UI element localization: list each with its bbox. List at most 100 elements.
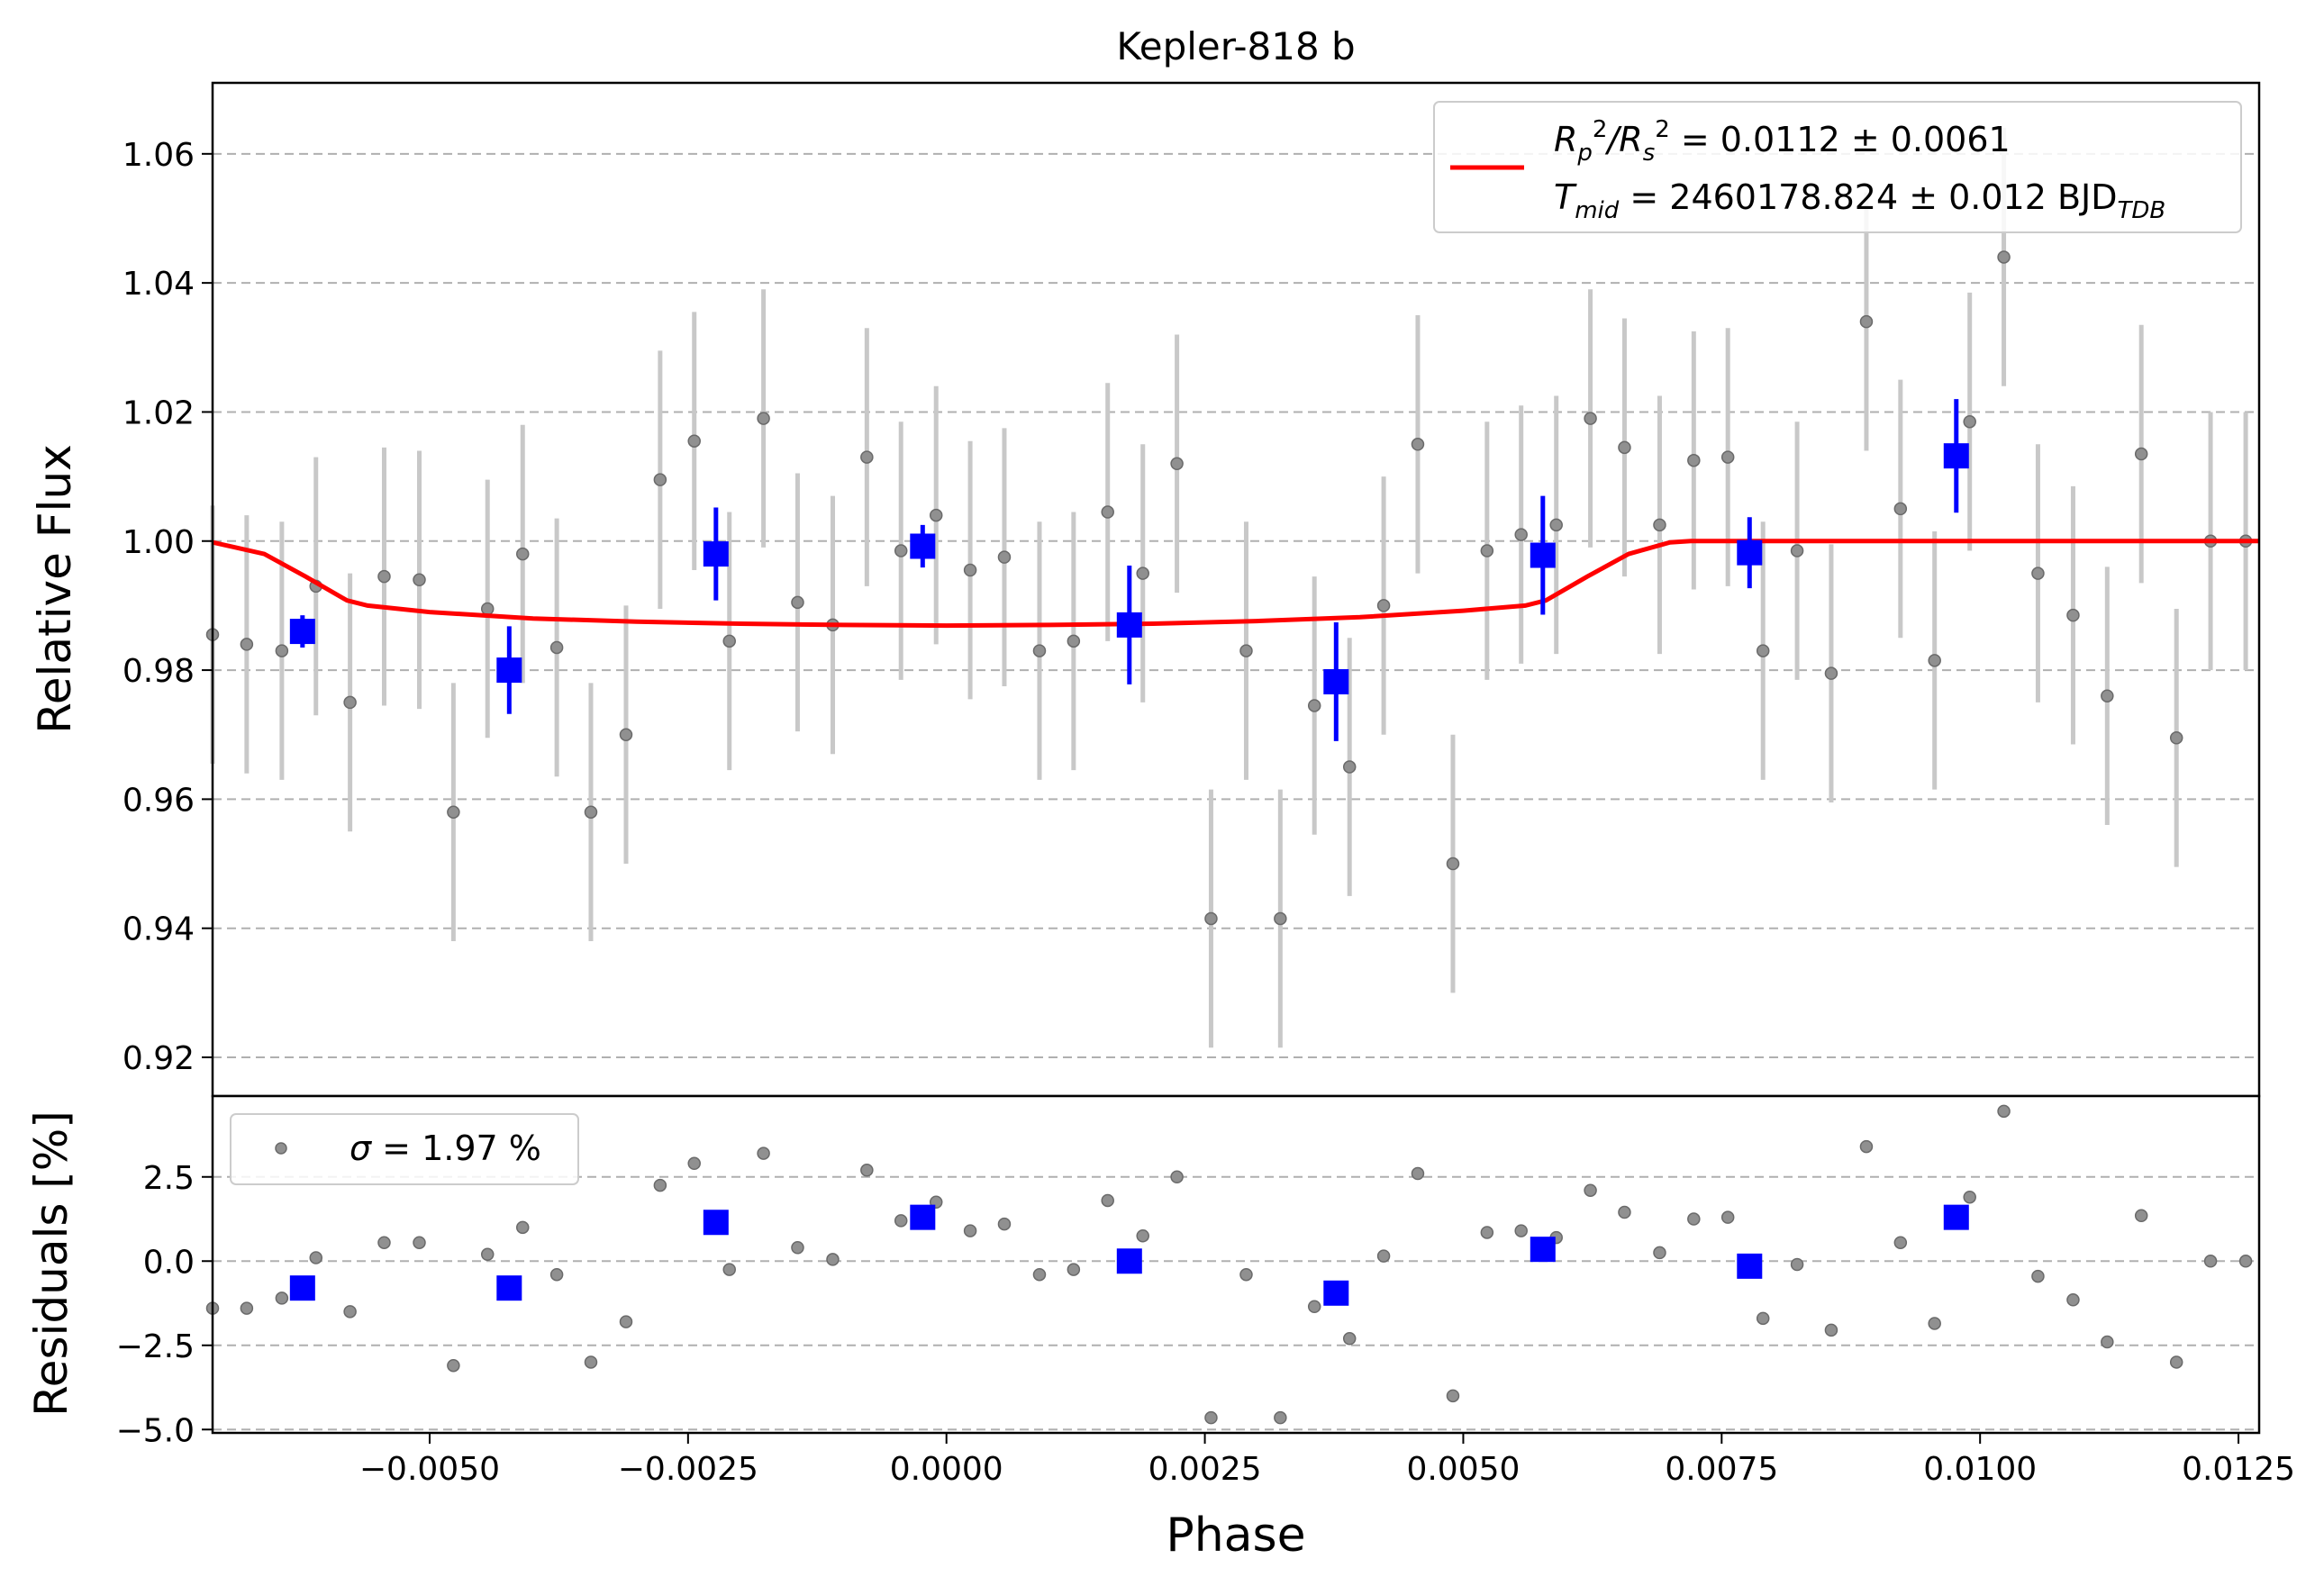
flux-raw-point: [722, 634, 736, 648]
flux-raw-point: [275, 644, 289, 657]
residuals-xticks: −0.0050 −0.0025 0.0000 0.0025 0.0050 0.0075 0.…: [359, 1433, 2295, 1488]
flux-binned-point: [1323, 668, 1349, 694]
flux-raw-point: [1618, 440, 1631, 455]
residuals-raw-point: [1204, 1410, 1218, 1425]
residuals-ytick-label: 2.5: [143, 1160, 195, 1197]
flux-raw-point: [1101, 505, 1114, 519]
flux-raw-point: [584, 805, 598, 819]
phase-xtick-label: 0.0000: [890, 1451, 1003, 1488]
residuals-raw-point: [2169, 1355, 2183, 1369]
flux-raw-point: [1687, 453, 1701, 467]
phase-xlabel: Phase: [1166, 1509, 1305, 1563]
residuals-ytick-label: −5.0: [116, 1412, 195, 1449]
flux-raw-point: [1274, 911, 1287, 926]
residuals-legend-box: [230, 1113, 579, 1185]
flux-raw-point: [1963, 414, 1976, 429]
flux-raw-point: [240, 638, 254, 651]
flux-raw-point: [1824, 666, 1838, 680]
flux-raw-point: [860, 450, 874, 464]
flux-raw-point: [1411, 438, 1425, 451]
flux-raw-point: [1307, 699, 1321, 712]
flux-raw-point: [963, 563, 977, 577]
flux-binned-point: [1737, 539, 1763, 566]
residuals-raw-point: [1136, 1228, 1149, 1243]
residuals-raw-point: [515, 1220, 530, 1235]
flux-raw-point: [1032, 644, 1047, 657]
residuals-raw-point: [240, 1301, 254, 1315]
flux-raw-point: [1480, 544, 1494, 557]
flux-binned-point: [1530, 542, 1556, 568]
residuals-raw-point: [1687, 1212, 1701, 1226]
phase-xtick-label: 0.0125: [2182, 1451, 2295, 1488]
residuals-raw-point: [2203, 1255, 2218, 1268]
phase-xtick-label: −0.0050: [359, 1451, 500, 1488]
flux-legend-line2: Tmid = 2460178.824 ± 0.012 BJDTDB: [1554, 177, 2165, 224]
residuals-legend-text: σ = 1.97 %: [350, 1128, 541, 1168]
residuals-raw-point: [1307, 1300, 1321, 1313]
residuals-raw-point: [1928, 1317, 1941, 1330]
flux-raw-point: [377, 569, 391, 584]
flux-legend-box: [1433, 101, 2242, 233]
residuals-legend: σ = 1.97 %: [230, 1113, 579, 1185]
residuals-raw-point: [1618, 1205, 1631, 1219]
flux-ytick-label: 0.94: [123, 911, 195, 948]
phase-xtick-label: 0.0075: [1665, 1451, 1778, 1488]
flux-raw-point: [791, 595, 804, 610]
flux-plot-area: [213, 83, 2259, 1096]
flux-raw-point: [1067, 634, 1081, 648]
flux-raw-point: [1446, 856, 1460, 871]
flux-binned-point: [703, 541, 729, 567]
residuals-binned-point: [1530, 1237, 1556, 1263]
residuals-binned-point: [703, 1210, 729, 1236]
flux-raw-point: [1653, 518, 1666, 532]
flux-ytick-label: 1.02: [123, 394, 195, 431]
residuals-raw-point: [1756, 1311, 1770, 1326]
residuals-raw-point: [1790, 1257, 1804, 1272]
residuals-yticks: −5.0 −2.5 0.0 2.5: [116, 1160, 213, 1449]
residuals-raw-point: [1963, 1190, 1976, 1204]
flux-raw-point: [343, 695, 357, 710]
residuals-plot-frame: [211, 1094, 2261, 1435]
phase-xtick-label: 0.0025: [1148, 1451, 1262, 1488]
flux-raw-point: [1514, 528, 1528, 541]
residuals-grid: [213, 1175, 2259, 1431]
flux-binned-points: [289, 399, 1969, 741]
residuals-raw-point: [1411, 1166, 1425, 1181]
residuals-raw-point: [1067, 1263, 1081, 1276]
residuals-raw-point: [2101, 1335, 2114, 1349]
chart-title: Kepler-818 b: [1116, 24, 1355, 68]
residuals-raw-point: [997, 1217, 1012, 1231]
transit-model-line: [212, 539, 2259, 629]
residuals-binned-point: [289, 1275, 315, 1301]
flux-panel: 0.92 0.94 0.96 0.98 1.00 1.02 1.04 1.06 Rp2/Rs2…: [29, 24, 2261, 1098]
flux-raw-point: [1584, 412, 1597, 425]
flux-raw-point: [1549, 518, 1563, 532]
flux-raw-point: [894, 544, 908, 557]
flux-binned-point: [1116, 612, 1142, 638]
residuals-raw-point: [653, 1178, 667, 1192]
residuals-binned-point: [1116, 1248, 1142, 1274]
residuals-raw-point: [826, 1253, 840, 1266]
flux-raw-point: [1756, 644, 1770, 657]
residuals-raw-point: [2031, 1269, 2045, 1283]
residuals-raw-point: [687, 1156, 701, 1171]
residuals-raw-point: [377, 1236, 391, 1249]
phase-xtick-label: 0.0050: [1406, 1451, 1520, 1488]
residuals-raw-point: [2238, 1255, 2253, 1268]
flux-raw-point: [687, 434, 701, 448]
flux-raw-point: [2066, 608, 2080, 622]
flux-raw-point: [549, 640, 564, 655]
residuals-raw-point: [619, 1315, 633, 1328]
residuals-raw-point: [1170, 1170, 1184, 1184]
residuals-raw-point: [1720, 1210, 1735, 1224]
flux-raw-point: [1893, 502, 1908, 516]
flux-raw-point: [413, 573, 426, 587]
phase-xtick-label: −0.0025: [618, 1451, 758, 1488]
flux-raw-point: [1859, 314, 1874, 329]
flux-legend-line1: Rp2/Rs2 = 0.0112 ± 0.0061: [1554, 116, 2011, 167]
residuals-raw-point: [963, 1224, 977, 1237]
residuals-raw-point: [2134, 1209, 2148, 1223]
flux-raw-point: [1204, 911, 1218, 926]
residuals-raw-point: [275, 1291, 289, 1305]
